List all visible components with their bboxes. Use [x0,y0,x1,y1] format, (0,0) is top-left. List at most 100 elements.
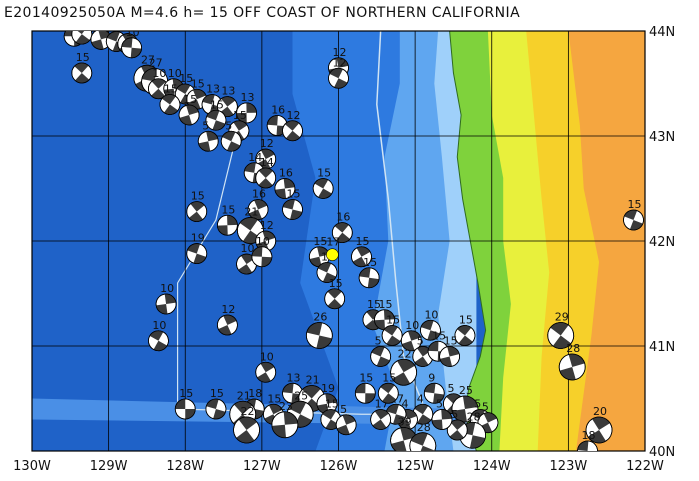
focal-mechanism [255,361,277,383]
depth-label: 4 [417,392,424,405]
depth-label: 12 [333,56,347,69]
compression-quadrant [221,96,236,107]
focal-mechanism [370,409,392,430]
event-label: 17 [326,236,340,249]
depth-label: 13 [221,85,235,98]
focal-mechanism [216,96,238,117]
focal-mechanism [316,262,338,283]
focal-mechanism [409,432,437,451]
beachball-outline [174,398,196,420]
focal-mechanism [623,209,644,231]
compression-quadrant [283,178,295,189]
depth-label: 10 [168,67,182,80]
depth-label: 14 [68,14,82,27]
depth-label: 15 [628,198,642,211]
depth-label: 15 [287,188,301,201]
depth-label: 15 [325,398,339,411]
compression-quadrant [261,256,272,267]
beachball-outline [216,314,238,336]
depth-label: 10 [126,26,140,39]
focal-mechanism [255,148,277,170]
compression-quadrant [367,277,380,288]
depth-label: 14 [248,151,262,164]
compression-quadrant [446,393,461,404]
focal-mechanism [71,62,93,84]
depth-label: 14 [260,156,274,169]
beachball-outline [255,361,277,383]
focal-mechanism [351,246,372,268]
depth-label: 12 [333,46,347,59]
compression-quadrant [552,335,572,349]
compression-quadrant [335,232,350,243]
depth-label: 15 [329,277,343,290]
depth-label: 10 [152,67,166,80]
compression-quadrant [282,199,295,210]
compression-quadrant [151,78,166,89]
focal-mechanism [377,382,399,404]
depth-label: 15 [76,12,90,25]
focal-mechanism [148,330,169,352]
x-tick-label: 130W [13,459,51,474]
depth-label: 19 [321,382,335,395]
compression-quadrant [258,168,273,178]
depth-label: 39 [398,416,412,429]
x-tick-label: 124W [473,459,511,474]
depth-label: 12 [221,303,235,316]
beachball-outline [186,88,208,110]
focal-mechanism [282,120,303,142]
compression-quadrant [164,294,176,304]
compression-quadrant [239,217,258,231]
focal-mechanism [324,288,346,310]
compression-quadrant [274,188,287,199]
compression-quadrant [327,298,342,309]
compression-quadrant [577,441,589,451]
depth-label: 15 [183,93,197,106]
beachball-outline [251,246,273,268]
beachball-outline [271,411,299,439]
beachball-outline [274,178,296,199]
compression-quadrant [371,346,385,357]
focal-mechanism [247,199,269,220]
compression-quadrant [188,211,204,222]
depth-label: 13 [287,371,301,384]
compression-quadrant [258,178,273,188]
beachball-outline [439,346,461,367]
compression-quadrant [254,199,268,210]
depth-label: 4 [401,398,408,411]
compression-quadrant [366,309,381,320]
depth-label: 27 [141,53,155,66]
compression-quadrant [192,89,207,100]
depth-label: 12 [287,109,301,122]
depth-label: 15 [210,98,224,111]
depth-label: 12 [260,219,274,232]
beachball-outline [328,67,349,89]
focal-mechanism [233,416,260,444]
y-tick-label: 43N [649,130,675,145]
compression-quadrant [317,262,332,273]
compression-quadrant [374,409,389,420]
compression-quadrant [376,356,390,367]
focal-mechanism [255,167,277,189]
depth-label: 10 [241,242,255,255]
depth-label: 15 [382,371,396,384]
compression-quadrant [175,399,186,409]
depth-label: 10 [160,282,174,295]
depth-label: 5 [436,398,443,411]
beachball-outline [451,395,479,423]
depth-label: 25 [294,389,308,402]
depth-label: 5 [225,119,232,132]
compression-quadrant [246,102,257,113]
depth-label: 10 [424,308,438,321]
compression-quadrant [257,372,271,383]
beachball-outline [282,199,303,220]
beachball-outline [623,209,644,231]
y-tick-label: 40N [649,445,675,460]
focal-mechanism [271,411,299,439]
focal-mechanism [216,314,238,336]
compression-quadrant [359,267,371,278]
beachball-outline [358,267,380,289]
compression-quadrant [374,319,385,330]
compression-quadrant [329,68,343,79]
